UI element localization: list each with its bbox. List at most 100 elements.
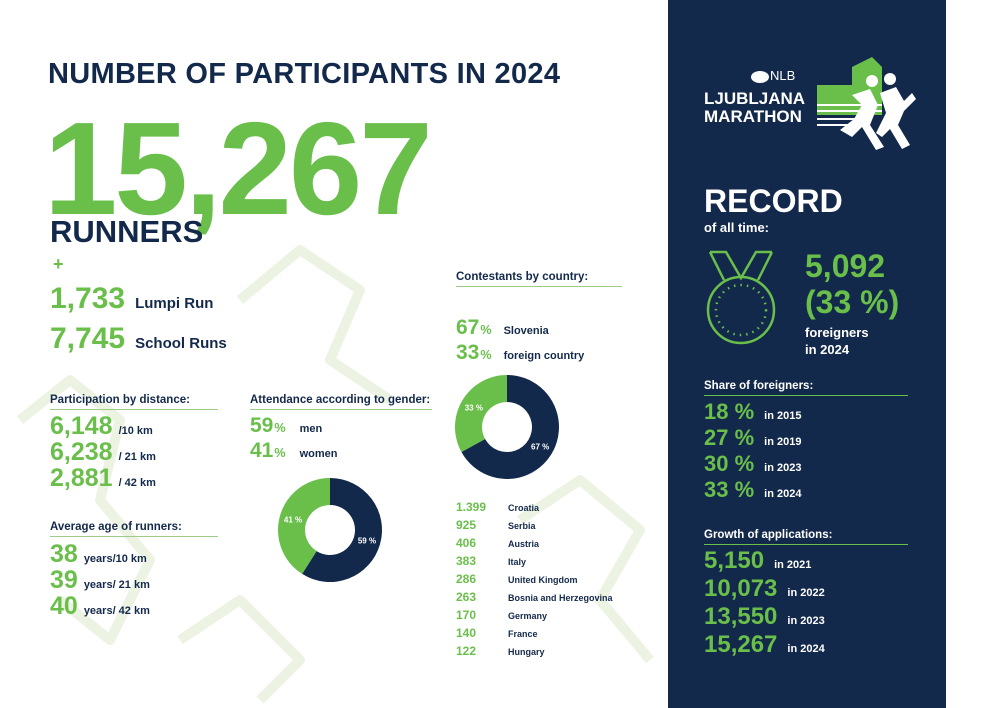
donut-segment	[461, 375, 559, 479]
value: 406	[456, 536, 477, 550]
label: France	[508, 629, 538, 639]
value: 41	[250, 439, 274, 462]
value: 925	[456, 518, 477, 532]
record-title: RECORD	[704, 183, 843, 219]
row: 27 % in 2019	[704, 425, 801, 451]
row: 6,148/10 km	[50, 412, 156, 440]
unit: %	[480, 348, 492, 362]
value: 33	[456, 341, 480, 364]
donut-segment	[455, 375, 507, 453]
section-title: Contestants by country:	[456, 271, 622, 287]
logo-runners	[840, 73, 916, 150]
label: years/ 42 km	[83, 605, 150, 617]
row: 13,550 in 2023	[704, 603, 825, 631]
foreigners-list: 18 % in 2015 27 % in 2019 30 % in 2023 33 % in …	[704, 399, 801, 503]
value: 7,745	[50, 322, 126, 355]
logo-line2: MARATHON	[704, 107, 802, 126]
value: 263	[456, 590, 477, 604]
row: 1,733 Lumpi Run	[50, 282, 227, 322]
donut-label: 59 %	[358, 537, 376, 546]
label: United Kingdom	[508, 575, 578, 585]
row: 122 Hungary	[456, 644, 613, 662]
row	[456, 290, 584, 316]
value: 10,073	[704, 575, 778, 602]
value: 6,148	[50, 412, 113, 440]
value: 140	[456, 626, 477, 640]
runner-silhouettes	[16, 245, 654, 704]
label: School Runs	[135, 335, 227, 352]
value: 2,881	[50, 464, 113, 492]
unit: %	[274, 446, 286, 460]
label: years/10 km	[83, 553, 147, 565]
value: 27 %	[704, 425, 755, 450]
value: 30 %	[704, 451, 755, 476]
label: Austria	[508, 539, 540, 549]
value: 1,733	[50, 282, 126, 315]
row: 2,881 / 42 km	[50, 464, 156, 492]
title: NUMBER OF PARTICIPANTS IN 2024	[48, 58, 561, 90]
row: 40 years/ 42 km	[50, 592, 150, 620]
row: 5,150 in 2021	[704, 547, 825, 575]
value: 383	[456, 554, 477, 568]
value: 18 %	[704, 399, 755, 424]
label: Germany	[508, 611, 548, 621]
row: 7,745 School Runs	[50, 322, 227, 362]
value: 5,150	[704, 547, 765, 574]
record-value: 5,092	[805, 248, 886, 284]
row: 67% Slovenia	[456, 316, 584, 341]
row: 39 years/ 21 km	[50, 566, 150, 594]
figure	[16, 375, 155, 645]
label: women	[299, 448, 338, 460]
label: Bosnia and Herzegovina	[508, 593, 613, 603]
plus: +	[53, 254, 64, 274]
distance-list: 6,148/10 km 6,238/ 21 km 2,881/ 42 km	[50, 412, 156, 492]
row: 33 % in 2024	[704, 477, 801, 503]
background-figures	[16, 245, 654, 704]
row: 15,267 in 2024	[704, 631, 825, 659]
unit: %	[274, 421, 286, 435]
section-title: Average age of runners:	[50, 521, 218, 537]
label: foreign country	[503, 350, 585, 362]
row: 383 Italy	[456, 554, 613, 572]
label: in 2015	[764, 410, 802, 422]
total-runners: 15,267	[44, 95, 433, 242]
logo-brand: NLB	[770, 68, 796, 83]
label: in 2024	[764, 488, 802, 500]
value: 13,550	[704, 603, 778, 630]
value: 38	[50, 540, 78, 568]
label: Serbia	[508, 521, 536, 531]
value: 67	[456, 316, 480, 339]
row: 30 % in 2023	[704, 451, 801, 477]
value: 170	[456, 608, 477, 622]
value: 1.399	[456, 500, 487, 514]
extras: 1,733 Lumpi Run 7,745 School Runs	[50, 282, 227, 362]
figure	[517, 475, 654, 664]
value: 122	[456, 644, 477, 658]
label: /10 km	[118, 425, 153, 437]
label: in 2021	[774, 559, 812, 571]
label: in 2022	[787, 587, 825, 599]
value: 59	[250, 414, 274, 437]
section-title: Attendance according to gender:	[250, 394, 432, 410]
medal	[706, 250, 776, 345]
row: 10,073 in 2022	[704, 575, 825, 603]
top-countries: 1.399 Croatia 925 Serbia 406 Austria 383 Italy 2…	[456, 500, 613, 662]
value: 6,238	[50, 438, 113, 466]
label: Lumpi Run	[135, 295, 214, 312]
row: 263 Bosnia and Herzegovina	[456, 590, 613, 608]
label: Hungary	[508, 647, 545, 657]
value: 33 %	[704, 477, 755, 502]
label: in 2024	[787, 643, 825, 655]
country-shares: 67% Slovenia 33% foreign country	[456, 316, 584, 366]
label: / 42 km	[118, 477, 156, 489]
row: 18 % in 2015	[704, 399, 801, 425]
figure	[177, 595, 305, 704]
value: 40	[50, 592, 78, 620]
section-title: Growth of applications:	[704, 529, 908, 545]
label: years/ 21 km	[83, 579, 150, 591]
donut-label: 41 %	[284, 515, 302, 524]
record-label: in 2024	[805, 342, 850, 357]
row: 33% foreign country	[456, 341, 584, 366]
